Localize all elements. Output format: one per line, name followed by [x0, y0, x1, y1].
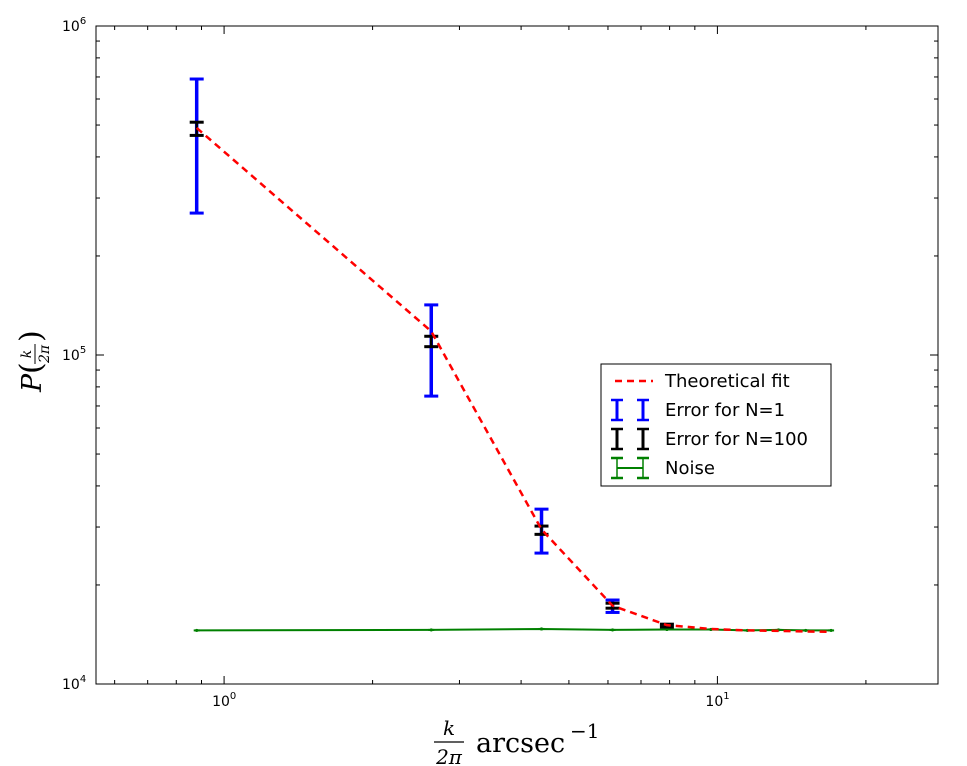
x-axis-label-exponent: −1 [570, 719, 599, 743]
noise-point [539, 627, 544, 631]
noise-line [196, 627, 832, 632]
noise-point [665, 627, 669, 632]
x-axis-label-fraction-denominator: 2π [435, 745, 463, 766]
theoretical-fit-line [195, 126, 832, 634]
axis-labels: k2π arcsec −1P(k 2π) [14, 330, 599, 766]
y-axis-label-paren-close: ) [14, 330, 49, 342]
y-tick-label: 104 [62, 674, 86, 693]
x-tick-label: 101 [705, 691, 729, 710]
x-axis-label-fraction-numerator: k [443, 716, 455, 740]
noise-point [804, 628, 808, 633]
plot-area [189, 77, 835, 634]
y-tick-label: 105 [62, 345, 86, 364]
plot-frame [95, 25, 939, 685]
legend: Theoretical fit Error for N=1 Error for N=… [600, 363, 832, 487]
x-axis-label-text: arcsec [476, 728, 565, 759]
y-axis-label-fraction-denominator: 2π [37, 344, 53, 364]
noise-point [195, 628, 199, 633]
legend-label: Error for N=100 [665, 429, 808, 450]
y-tick-label: 106 [62, 16, 86, 35]
y-axis-label-paren-open: ( [14, 362, 49, 374]
legend-label: Error for N=1 [665, 400, 785, 421]
y-axis-label: P( k 2π) [14, 330, 53, 393]
noise-point [610, 628, 615, 632]
legend-box [600, 363, 832, 487]
y-axis-label-fraction-numerator: k [19, 350, 35, 358]
noise-point [429, 628, 433, 632]
tick-labels: 100 101 104 105 106 [62, 16, 730, 710]
x-tick-label: 100 [212, 691, 236, 710]
legend-label: Noise [665, 458, 715, 479]
noise-point [829, 628, 833, 633]
y-axis-label-symbol: P [17, 373, 48, 393]
legend-label: Theoretical fit [664, 371, 790, 392]
